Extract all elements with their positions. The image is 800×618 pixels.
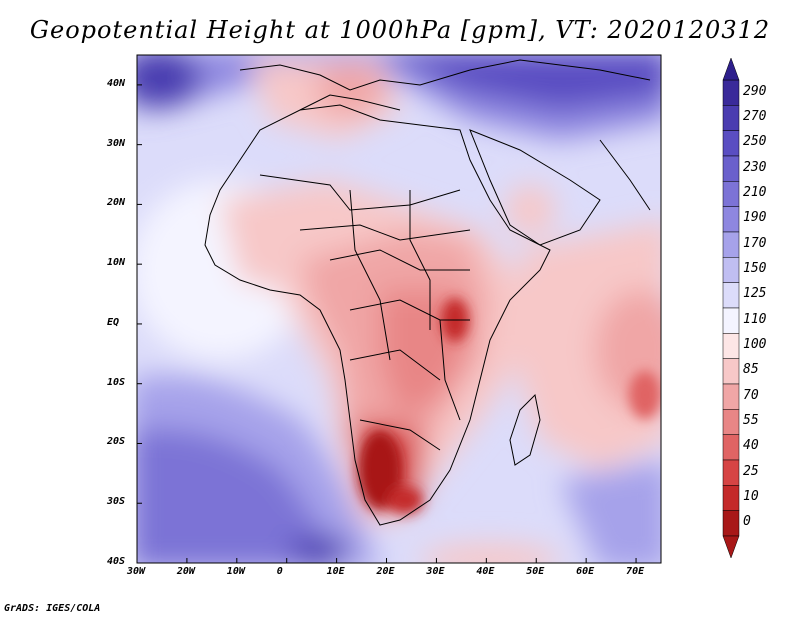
colorbar-label: 0 — [743, 514, 751, 530]
lat-tick-label: 30S — [107, 496, 126, 508]
lon-tick-label: 20E — [376, 566, 395, 577]
colorbar-swatch — [722, 231, 740, 258]
lon-tick-label: 10W — [226, 566, 245, 577]
colorbar-swatch — [722, 79, 740, 106]
colorbar-label: 110 — [743, 311, 767, 327]
colorbar-swatch — [722, 130, 740, 157]
chart-title: Geopotential Height at 1000hPa [gpm], VT… — [29, 16, 771, 44]
colorbar-label: 40 — [743, 438, 759, 454]
colorbar-label: 170 — [743, 235, 767, 251]
colorbar-swatch — [722, 282, 740, 309]
lat-tick-label: 40S — [107, 556, 126, 567]
colorbar — [722, 57, 740, 559]
colorbar-swatch — [722, 383, 740, 410]
colorbar-swatch — [722, 510, 740, 537]
lon-tick-label: 60E — [576, 566, 595, 577]
colorbar-label: 100 — [743, 337, 767, 352]
colorbar-label: 290 — [743, 83, 767, 99]
colorbar-label: 210 — [743, 185, 767, 200]
colorbar-label: 85 — [743, 362, 759, 378]
colorbar-label: 55 — [743, 413, 759, 428]
colorbar-swatch — [722, 409, 740, 435]
credit-text: GrADS: IGES/COLA — [4, 603, 101, 614]
lat-tick-label: 10S — [107, 376, 126, 388]
colorbar-bottom-arrow — [722, 535, 740, 559]
lon-tick-label: 0 — [276, 566, 283, 577]
colorbar-swatch — [722, 257, 740, 283]
colorbar-label: 230 — [743, 159, 767, 175]
lat-tick-label: EQ — [107, 316, 120, 328]
lon-tick-label: 50E — [526, 566, 545, 577]
colorbar-swatch — [722, 434, 740, 461]
colorbar-label: 125 — [743, 286, 767, 302]
lat-tick-label: 10N — [107, 257, 126, 269]
axis-ticks — [136, 84, 637, 564]
colorbar-label: 150 — [743, 261, 767, 276]
lat-tick-label: 30N — [107, 137, 126, 149]
lat-tick-label: 20S — [107, 436, 126, 448]
colorbar-swatch — [722, 105, 740, 131]
lon-tick-label: 30W — [127, 566, 146, 577]
colorbar-swatch — [722, 155, 740, 182]
colorbar-swatch — [722, 358, 740, 385]
colorbar-label: 10 — [743, 489, 759, 504]
map-frame — [136, 54, 662, 564]
lon-tick-label: 20W — [176, 566, 195, 577]
coastlines — [204, 59, 651, 526]
colorbar-swatch — [722, 181, 740, 207]
colorbar-label: 190 — [743, 210, 767, 226]
colorbar-swatch — [722, 307, 740, 334]
colorbar-label: 25 — [743, 463, 759, 479]
colorbar-swatch — [722, 485, 740, 511]
colorbar-label: 270 — [743, 109, 767, 124]
lon-tick-label: 40E — [476, 566, 495, 577]
colorbar-swatch — [722, 333, 740, 359]
colorbar-label: 70 — [743, 387, 759, 403]
lon-tick-label: 70E — [626, 566, 645, 577]
lat-tick-label: 20N — [107, 197, 126, 209]
height-field — [137, 55, 661, 563]
lon-tick-label: 10E — [326, 566, 345, 577]
colorbar-top-arrow — [722, 57, 740, 81]
colorbar-swatch — [722, 206, 740, 233]
colorbar-swatch — [722, 459, 740, 486]
colorbar-label: 250 — [743, 134, 767, 150]
lon-tick-label: 30E — [426, 566, 445, 577]
lat-tick-label: 40N — [107, 77, 126, 89]
